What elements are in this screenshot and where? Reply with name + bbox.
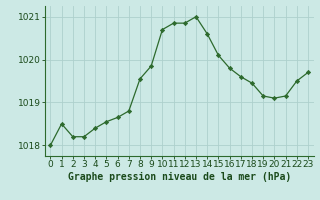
X-axis label: Graphe pression niveau de la mer (hPa): Graphe pression niveau de la mer (hPa)	[68, 172, 291, 182]
